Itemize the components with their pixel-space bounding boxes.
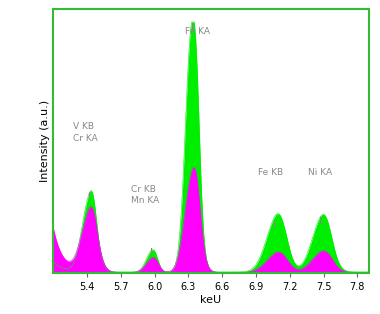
Text: Ni KA: Ni KA xyxy=(308,168,332,177)
X-axis label: keU: keU xyxy=(200,295,222,305)
Y-axis label: Intensity (a.u.): Intensity (a.u.) xyxy=(40,100,51,182)
Text: Fe KB: Fe KB xyxy=(258,168,283,177)
Text: V KB
Cr KA: V KB Cr KA xyxy=(73,122,98,143)
Text: Fe KA: Fe KA xyxy=(185,27,210,36)
Text: Cr KB
Mn KA: Cr KB Mn KA xyxy=(131,185,159,205)
